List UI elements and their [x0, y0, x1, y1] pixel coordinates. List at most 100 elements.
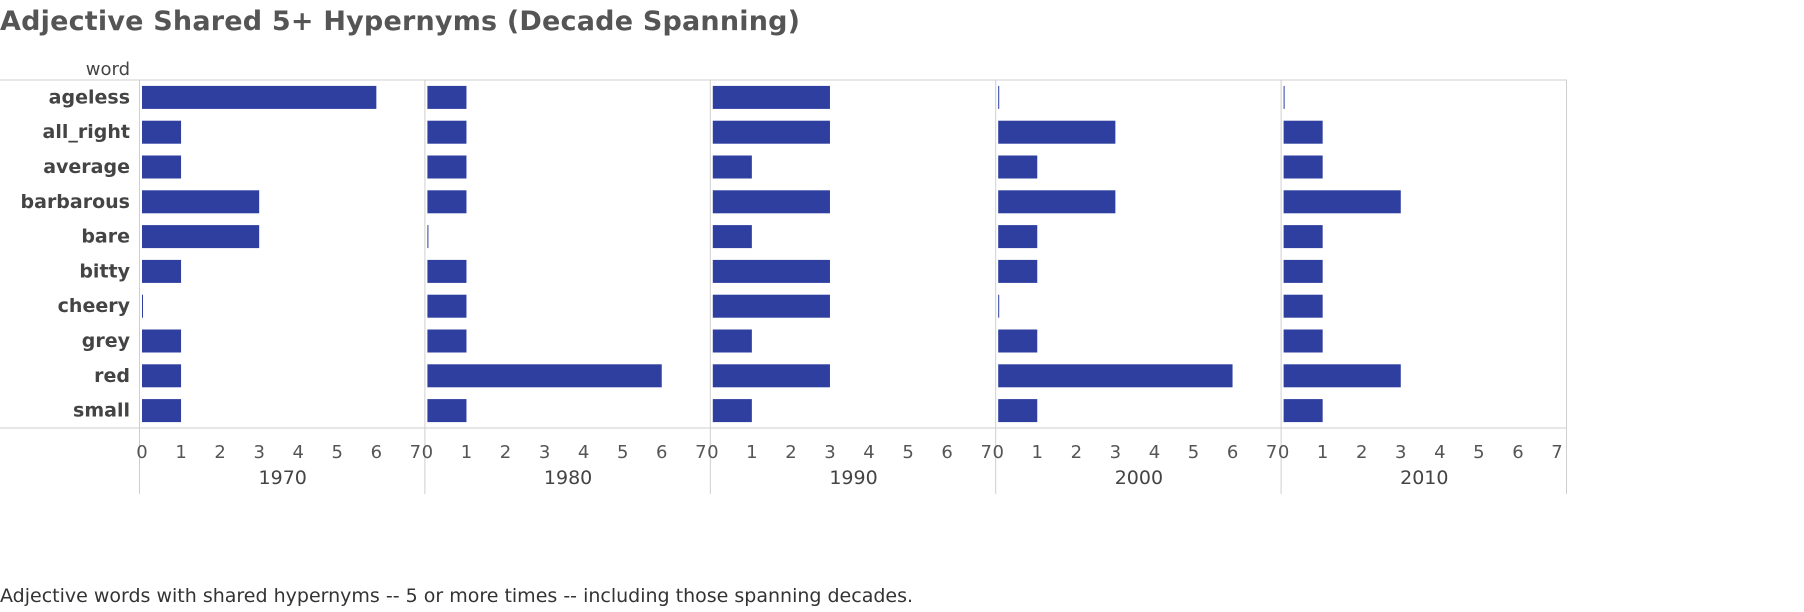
bar-2010-bare [1283, 225, 1323, 249]
bar-2010-average [1283, 155, 1323, 179]
bar-1980-red [427, 364, 662, 388]
x-tick-label: 7 [980, 442, 991, 463]
bar-1980-barbarous [427, 190, 467, 214]
x-tick-label: 7 [1551, 442, 1562, 463]
x-tick-label: 7 [695, 442, 706, 463]
bar-2000-ageless [998, 85, 1000, 109]
bar-1980-bare [427, 225, 429, 249]
x-tick-label: 1 [461, 442, 472, 463]
bar-2010-all-right [1283, 120, 1323, 144]
x-tick-label: 7 [410, 442, 421, 463]
x-tick-label: 0 [422, 442, 433, 463]
bar-2010-barbarous [1283, 190, 1401, 214]
chart-title: Adjective Shared 5+ Hypernyms (Decade Sp… [0, 6, 801, 37]
bar-2010-bitty [1283, 259, 1323, 283]
x-tick-label: 4 [1149, 442, 1160, 463]
bar-1970-red [142, 364, 182, 388]
bar-1970-cheery [142, 294, 143, 318]
bar-2010-red [1283, 364, 1401, 388]
word-label-bitty: bitty [79, 260, 130, 282]
word-label-all-right: all_right [43, 121, 130, 143]
word-label-cheery: cheery [58, 295, 131, 317]
x-tick-label: 1 [175, 442, 186, 463]
bar-1990-bare [712, 225, 752, 249]
x-tick-label: 6 [656, 442, 667, 463]
bar-1970-average [142, 155, 182, 179]
x-tick-label: 0 [707, 442, 718, 463]
bar-1990-red [712, 364, 830, 388]
word-label-grey: grey [82, 330, 131, 352]
bar-2000-all-right [998, 120, 1116, 144]
bar-2010-grey [1283, 329, 1323, 353]
bar-1990-barbarous [712, 190, 830, 214]
bar-1980-cheery [427, 294, 467, 318]
x-tick-label: 7 [1266, 442, 1277, 463]
word-label-small: small [73, 400, 130, 422]
panel-2010: 0 1 2 3 4 5 6 7 2010 [1278, 85, 1563, 489]
x-tick-label: 3 [1395, 442, 1406, 463]
x-tick-label: 4 [1434, 442, 1445, 463]
x-tick-label: 4 [863, 442, 874, 463]
decade-label-2010: 2010 [1400, 467, 1448, 489]
bar-1980-bitty [427, 259, 467, 283]
bar-1970-grey [142, 329, 182, 353]
decade-label-1970: 1970 [259, 467, 307, 489]
chart-caption: Adjective words with shared hypernyms --… [0, 585, 914, 607]
word-label-ageless: ageless [49, 86, 130, 108]
bar-2010-ageless [1283, 85, 1285, 109]
x-tick-label: 1 [1032, 442, 1043, 463]
bar-2000-average [998, 155, 1038, 179]
panel-1980: 0 1 2 3 4 5 6 7 1980 [422, 85, 707, 489]
bar-1970-barbarous [142, 190, 260, 214]
word-label-red: red [94, 365, 130, 387]
x-tick-label: 3 [539, 442, 550, 463]
decade-label-1980: 1980 [544, 467, 592, 489]
x-tick-label: 2 [214, 442, 225, 463]
bar-1990-ageless [712, 85, 830, 109]
bar-2010-cheery [1283, 294, 1323, 318]
chart-frame [0, 79, 1567, 494]
panel-1990: 0 1 2 3 4 5 6 7 1990 [707, 85, 992, 489]
bar-1990-average [712, 155, 752, 179]
bar-2000-small [998, 399, 1038, 423]
x-tick-label: 5 [902, 442, 913, 463]
x-tick-label: 4 [578, 442, 589, 463]
x-tick-label: 2 [1356, 442, 1367, 463]
bar-1970-all-right [142, 120, 182, 144]
word-label-average: average [43, 156, 130, 178]
x-tick-label: 6 [1227, 442, 1238, 463]
bar-1980-ageless [427, 85, 467, 109]
bar-1990-bitty [712, 259, 830, 283]
x-tick-label: 3 [824, 442, 835, 463]
decade-panels: 0 1 2 3 4 5 6 7 1970 0 1 2 3 4 5 6 7 1980 0 1 2 3 4 5 6 7 1990 0 1 2 3… [136, 85, 1563, 489]
x-tick-label: 6 [371, 442, 382, 463]
x-tick-label: 4 [293, 442, 304, 463]
x-tick-label: 0 [136, 442, 147, 463]
bar-1990-all-right [712, 120, 830, 144]
bar-1970-small [142, 399, 182, 423]
x-tick-label: 5 [1473, 442, 1484, 463]
bar-2000-grey [998, 329, 1038, 353]
bar-2000-red [998, 364, 1233, 388]
x-tick-label: 0 [1278, 442, 1289, 463]
x-tick-label: 3 [1110, 442, 1121, 463]
x-tick-label: 1 [746, 442, 757, 463]
panel-2000: 0 1 2 3 4 5 6 7 2000 [992, 85, 1277, 489]
bar-2000-cheery [998, 294, 1000, 318]
bar-1970-bare [142, 225, 260, 249]
x-tick-label: 5 [617, 442, 628, 463]
x-tick-label: 6 [941, 442, 952, 463]
x-tick-label: 2 [785, 442, 796, 463]
bar-1980-average [427, 155, 467, 179]
bar-1980-grey [427, 329, 467, 353]
bar-2000-bitty [998, 259, 1038, 283]
x-tick-label: 6 [1512, 442, 1523, 463]
x-tick-label: 5 [332, 442, 343, 463]
word-label-barbarous: barbarous [21, 191, 130, 213]
bar-2000-bare [998, 225, 1038, 249]
bar-1990-small [712, 399, 752, 423]
decade-label-2000: 2000 [1115, 467, 1163, 489]
bar-2000-barbarous [998, 190, 1116, 214]
